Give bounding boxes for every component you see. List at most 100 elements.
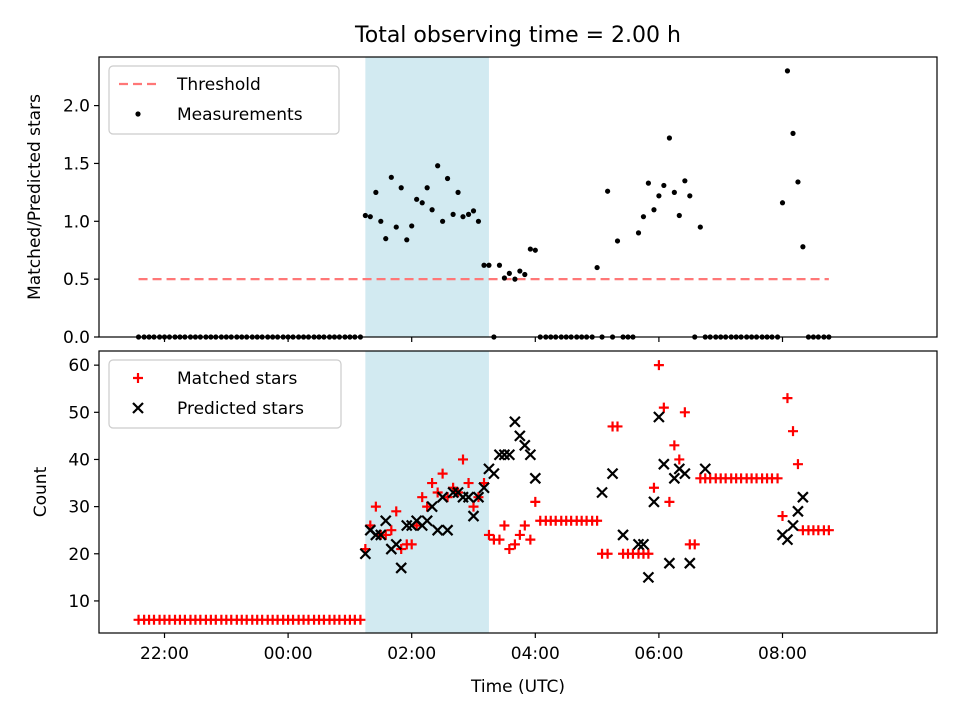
predicted-stars-point bbox=[503, 448, 516, 461]
measurement-point bbox=[651, 207, 657, 213]
predicted-stars-point bbox=[668, 472, 681, 485]
matched-stars-point bbox=[519, 520, 530, 531]
predicted-stars-point bbox=[462, 491, 475, 503]
measurement-point bbox=[470, 208, 477, 214]
measurement-point bbox=[424, 185, 430, 191]
predicted-stars-point bbox=[684, 557, 696, 569]
measurement-point bbox=[666, 135, 673, 141]
matched-stars-point bbox=[679, 407, 690, 418]
measurement-point bbox=[645, 180, 651, 186]
matched-stars-point bbox=[792, 459, 803, 470]
measurement-point bbox=[404, 237, 410, 243]
matched-stars-point bbox=[525, 534, 536, 545]
legend-measurement-swatch bbox=[135, 111, 141, 117]
matched-stars-point bbox=[592, 515, 603, 526]
legend-label: Measurements bbox=[177, 105, 303, 125]
measurement-point bbox=[378, 218, 384, 224]
matched-stars-point bbox=[643, 548, 654, 559]
predicted-stars-point bbox=[781, 533, 794, 546]
matched-stars-point bbox=[406, 539, 417, 550]
legend-box bbox=[108, 359, 342, 429]
predicted-stars-point bbox=[467, 510, 480, 522]
y-axis-label: Matched/Predicted stars bbox=[25, 94, 45, 300]
measurement-point bbox=[506, 270, 512, 276]
predicted-stars-point bbox=[488, 467, 500, 480]
predicted-stars-point bbox=[699, 463, 712, 475]
y-tick-label: 10 bbox=[68, 592, 90, 612]
predicted-stars-point bbox=[447, 486, 459, 499]
y-axis-label: Count bbox=[31, 466, 51, 517]
predicted-stars-point bbox=[596, 486, 608, 499]
measurement-point bbox=[398, 185, 404, 191]
matched-stars-point bbox=[648, 482, 659, 493]
matched-stars-point bbox=[772, 473, 783, 484]
matched-stars-point bbox=[530, 496, 541, 507]
predicted-stars-point bbox=[648, 496, 660, 508]
axes-frame bbox=[98, 56, 938, 338]
y-tick-label: 0.5 bbox=[63, 270, 90, 290]
measurement-point bbox=[527, 246, 533, 252]
measurement-point bbox=[605, 188, 611, 194]
predicted-stars-point bbox=[379, 514, 392, 527]
matched-stars-point bbox=[494, 534, 505, 545]
x-tick-label: 08:00 bbox=[758, 644, 807, 664]
y-tick-label: 30 bbox=[68, 498, 90, 518]
measurement-point bbox=[800, 244, 806, 250]
measurement-point bbox=[444, 175, 451, 182]
measurement-point bbox=[671, 189, 677, 195]
matched-stars-point bbox=[612, 421, 623, 432]
matched-stars-point bbox=[386, 525, 397, 536]
x-tick-label: 04:00 bbox=[511, 644, 560, 664]
measurement-point bbox=[532, 247, 538, 253]
measurement-point bbox=[393, 224, 399, 230]
measurement-point bbox=[784, 68, 791, 74]
measurement-point bbox=[687, 193, 693, 199]
measurement-point bbox=[440, 218, 446, 224]
measurement-point bbox=[388, 174, 394, 180]
measurement-point bbox=[373, 189, 379, 195]
predicted-stars-point bbox=[617, 529, 629, 541]
measurement-point bbox=[367, 214, 373, 220]
matched-stars-point bbox=[504, 544, 515, 555]
measurement-point bbox=[640, 214, 647, 220]
measurement-point bbox=[496, 262, 503, 268]
measurement-point bbox=[414, 196, 420, 202]
predicted-stars-point bbox=[370, 529, 382, 541]
matched-stars-point bbox=[777, 511, 788, 522]
axes-frame bbox=[98, 350, 938, 634]
matched-stars-point bbox=[514, 529, 525, 540]
legend-predicted-swatch bbox=[132, 402, 144, 414]
matched-stars-point bbox=[457, 454, 468, 465]
matched-stars-point bbox=[674, 454, 685, 465]
measurement-point bbox=[465, 211, 472, 217]
matched-stars-point bbox=[380, 529, 391, 540]
predicted-stars-point bbox=[478, 481, 490, 494]
measurement-point bbox=[455, 189, 461, 195]
x-axis-label: Time (UTC) bbox=[470, 677, 565, 697]
x-tick-label: 06:00 bbox=[634, 644, 683, 664]
ratio-panel: 0.0 0.5 1.0 1.5 2.0 Matched/Predicted stars Th… bbox=[25, 56, 938, 348]
predicted-stars-point bbox=[663, 557, 676, 569]
predicted-stars-point bbox=[797, 491, 809, 503]
matched-stars-point bbox=[689, 539, 700, 550]
legend-label: Threshold bbox=[176, 75, 261, 95]
predicted-stars-point bbox=[509, 415, 521, 428]
predicted-stars-point bbox=[632, 538, 645, 551]
predicted-stars-point bbox=[431, 524, 444, 536]
chart-title: Total observing time = 2.00 h bbox=[354, 23, 681, 48]
measurement-point bbox=[475, 218, 482, 224]
measurement-point bbox=[522, 271, 528, 278]
measurement-point bbox=[383, 236, 389, 242]
predicted-stars-point bbox=[637, 538, 650, 551]
matched-stars-point bbox=[463, 478, 474, 489]
matched-stars-point bbox=[468, 501, 479, 512]
matched-stars-point bbox=[823, 525, 834, 536]
y-tick-label: 0.0 bbox=[63, 328, 90, 348]
matched-stars-point bbox=[499, 520, 510, 531]
predicted-stars-point bbox=[493, 448, 506, 461]
matched-stars-point bbox=[370, 501, 381, 512]
legend-box bbox=[108, 65, 340, 135]
predicted-stars-point bbox=[524, 448, 537, 461]
predicted-stars-point bbox=[421, 514, 433, 527]
